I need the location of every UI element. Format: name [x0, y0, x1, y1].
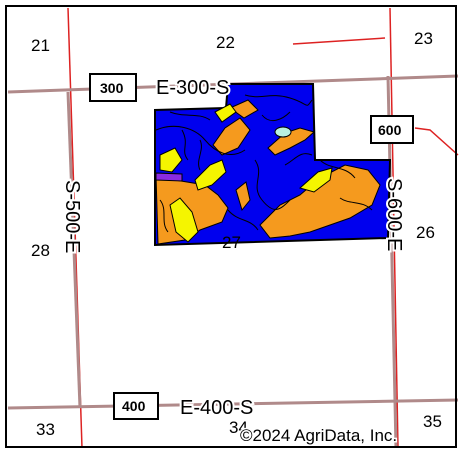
soil-yellow-east: [298, 167, 333, 193]
shield-300: 300: [89, 73, 137, 102]
soil-orange-east: [259, 164, 381, 239]
shield-300-label: 300: [100, 80, 124, 96]
field-soil-polygons[interactable]: [154, 83, 392, 247]
soil-orange-small: [235, 181, 251, 212]
shield-400: 400: [113, 392, 159, 420]
section-27: 27: [222, 233, 241, 252]
road-label-s-500-e: S-500-E: [61, 180, 83, 253]
soil-orange-southwest: [155, 174, 229, 245]
soil-yellow-center: [194, 159, 227, 191]
section-23: 23: [414, 29, 433, 48]
soil-purple: [155, 172, 183, 182]
road-label-s-600-e: S-600-E: [383, 178, 405, 251]
section-28: 28: [31, 241, 50, 260]
section-22: 22: [216, 33, 235, 52]
shield-600: 600: [370, 115, 414, 144]
road-e-400-s: [7, 398, 459, 410]
section-line: [292, 37, 386, 45]
soil-orange-top: [228, 99, 259, 119]
section-line: [414, 127, 459, 156]
soil-boundaries: [155, 94, 373, 233]
soil-yellow-north: [214, 103, 237, 123]
soil-orange-north: [212, 117, 251, 156]
shield-400-label: 400: [122, 398, 146, 414]
shield-600-label: 600: [378, 122, 402, 138]
soil-yellow-southwest: [169, 197, 199, 243]
section-21: 21: [31, 36, 50, 55]
copyright-notice: ©2024 AgriData, Inc.: [240, 426, 397, 445]
section-line: [389, 7, 399, 449]
section-35: 35: [423, 412, 442, 431]
section-26: 26: [416, 223, 435, 242]
soil-yellow-west: [159, 147, 183, 173]
section-34: 34: [229, 418, 248, 437]
soil-cyan: [274, 126, 292, 138]
road-label-e-300-s: E-300-S: [156, 77, 229, 99]
section-33: 33: [36, 420, 55, 439]
road-s-500-e: [66, 91, 82, 409]
road-label-e-400-s: E-400-S: [180, 397, 253, 419]
